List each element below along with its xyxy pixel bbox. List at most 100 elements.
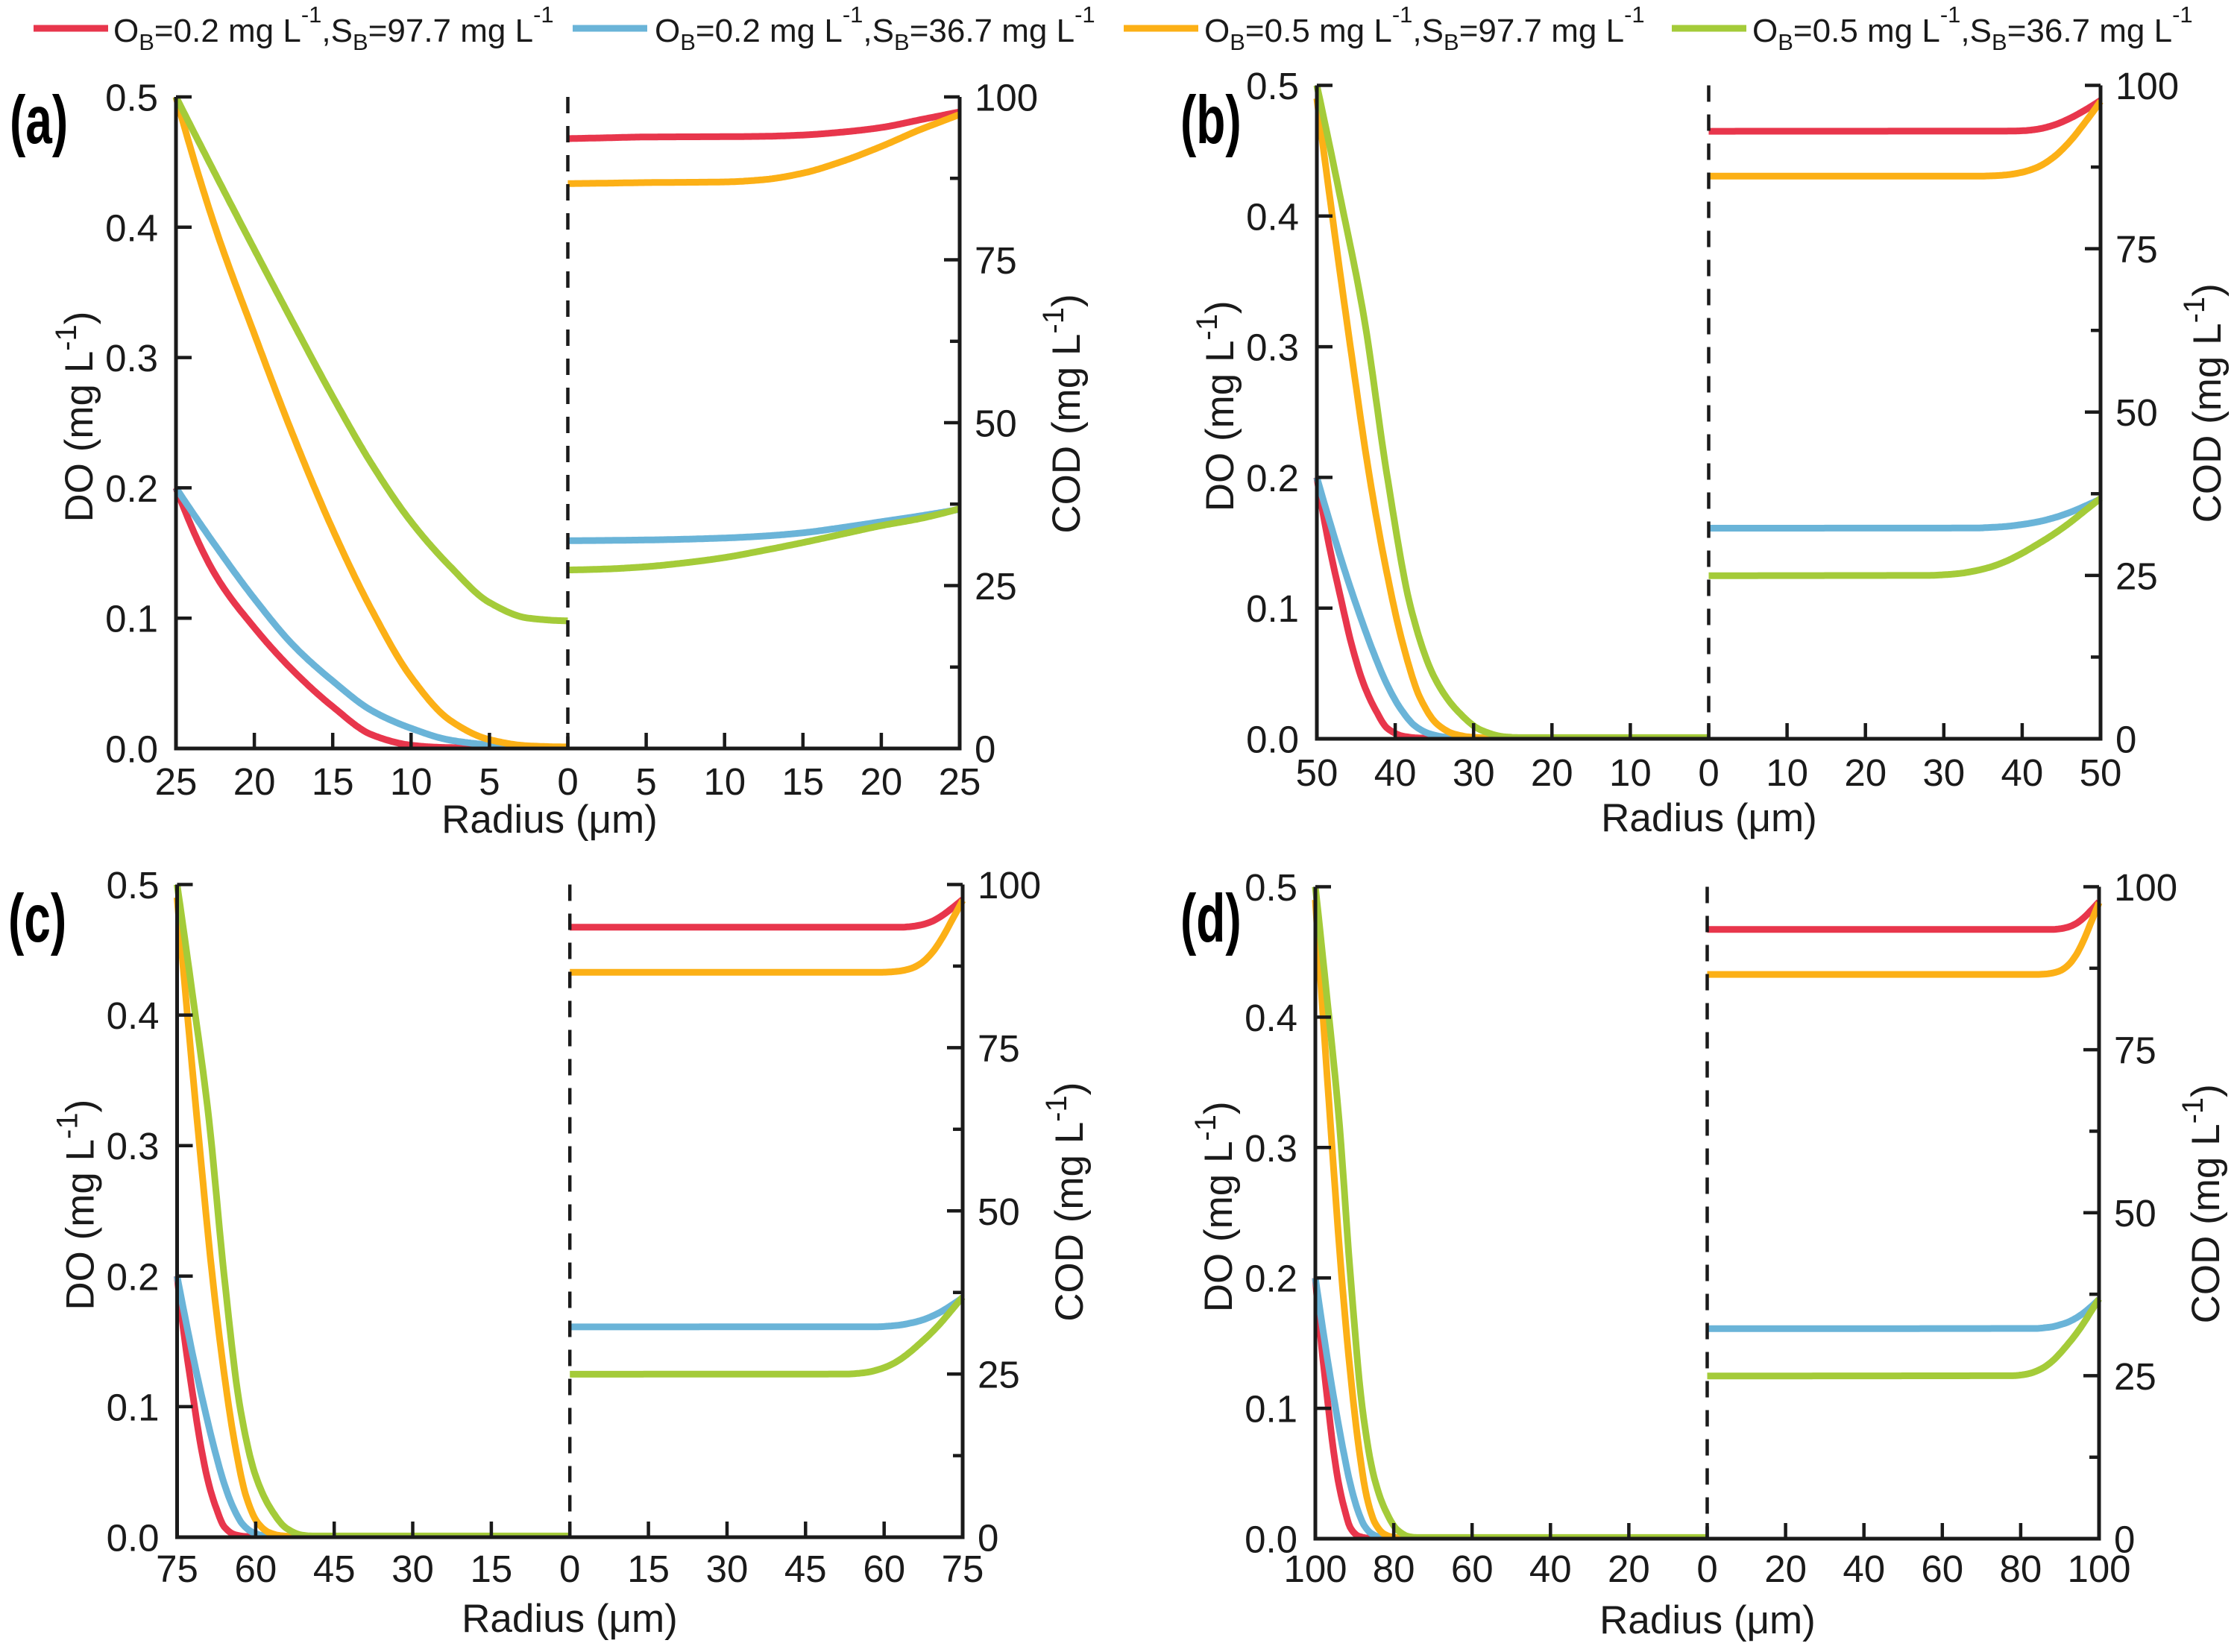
svg-text:25: 25 (939, 760, 981, 803)
svg-text:60: 60 (1921, 1548, 1963, 1590)
svg-text:100: 100 (2115, 65, 2179, 107)
svg-text:25: 25 (978, 1354, 1020, 1396)
svg-text:25: 25 (975, 565, 1017, 608)
svg-text:100: 100 (1283, 1548, 1347, 1590)
svg-text:30: 30 (1922, 751, 1965, 794)
svg-text:100: 100 (2114, 866, 2177, 909)
svg-text:0: 0 (2114, 1519, 2135, 1561)
svg-text:0.0: 0.0 (1246, 719, 1299, 761)
svg-text:Radius (μm): Radius (μm) (441, 798, 658, 842)
svg-text:40: 40 (1374, 751, 1417, 794)
svg-text:15: 15 (627, 1548, 670, 1590)
svg-text:40: 40 (2001, 751, 2044, 794)
svg-text:0.2: 0.2 (105, 467, 158, 510)
svg-text:COD (mg L-1): COD (mg L-1) (2177, 1084, 2228, 1323)
svg-text:0.2: 0.2 (1246, 457, 1299, 499)
svg-text:0.5: 0.5 (105, 77, 158, 119)
svg-text:50: 50 (2114, 1192, 2156, 1235)
svg-text:10: 10 (1609, 751, 1652, 794)
svg-text:40: 40 (1529, 1548, 1572, 1590)
svg-text:(b): (b) (1180, 82, 1242, 158)
svg-text:45: 45 (313, 1548, 356, 1590)
svg-text:75: 75 (978, 1027, 1020, 1070)
svg-text:DO (mg L-1): DO (mg L-1) (51, 1100, 103, 1311)
svg-text:(a): (a) (10, 82, 68, 158)
svg-text:0: 0 (559, 1548, 580, 1590)
svg-text:0.4: 0.4 (105, 206, 158, 249)
svg-text:50: 50 (2115, 391, 2158, 434)
svg-text:60: 60 (863, 1548, 905, 1590)
svg-text:COD (mg L-1): COD (mg L-1) (1040, 1082, 1092, 1322)
svg-text:0.0: 0.0 (105, 728, 158, 771)
svg-text:0: 0 (557, 760, 578, 803)
svg-text:75: 75 (156, 1548, 198, 1590)
svg-text:50: 50 (1296, 751, 1338, 794)
svg-text:40: 40 (1843, 1548, 1885, 1590)
svg-text:COD (mg L-1): COD (mg L-1) (1037, 294, 1089, 533)
svg-text:Radius (μm): Radius (μm) (1599, 1598, 1816, 1642)
svg-text:80: 80 (1373, 1548, 1415, 1590)
svg-text:75: 75 (2114, 1030, 2156, 1072)
svg-text:0: 0 (1696, 1548, 1717, 1590)
svg-text:50: 50 (2080, 751, 2122, 794)
svg-text:0: 0 (978, 1517, 998, 1560)
svg-text:COD (mg L-1): COD (mg L-1) (2178, 283, 2230, 523)
svg-text:0.1: 0.1 (1246, 587, 1299, 630)
svg-text:(d): (d) (1180, 880, 1242, 956)
svg-text:(c): (c) (8, 880, 66, 956)
svg-text:10: 10 (390, 760, 432, 803)
svg-text:0.4: 0.4 (107, 994, 160, 1037)
svg-text:20: 20 (860, 760, 903, 803)
svg-text:20: 20 (1764, 1548, 1807, 1590)
svg-text:25: 25 (2115, 555, 2158, 597)
svg-text:0.1: 0.1 (1245, 1388, 1297, 1431)
svg-text:45: 45 (784, 1548, 827, 1590)
svg-text:0.3: 0.3 (1246, 327, 1299, 369)
svg-text:0.4: 0.4 (1245, 997, 1297, 1039)
svg-text:0.1: 0.1 (105, 598, 158, 640)
svg-text:75: 75 (942, 1548, 984, 1590)
svg-text:10: 10 (703, 760, 746, 803)
svg-text:10: 10 (1766, 751, 1808, 794)
svg-text:0.5: 0.5 (1246, 65, 1299, 107)
svg-text:0.0: 0.0 (107, 1517, 160, 1560)
svg-text:50: 50 (975, 403, 1017, 445)
svg-text:0.3: 0.3 (1245, 1127, 1297, 1170)
svg-text:20: 20 (1531, 751, 1573, 794)
svg-text:20: 20 (1844, 751, 1887, 794)
svg-text:60: 60 (235, 1548, 277, 1590)
svg-text:15: 15 (781, 760, 824, 803)
svg-text:0.5: 0.5 (1245, 866, 1297, 909)
svg-text:30: 30 (706, 1548, 749, 1590)
svg-text:80: 80 (2000, 1548, 2042, 1590)
svg-text:100: 100 (2067, 1548, 2130, 1590)
svg-text:0.3: 0.3 (105, 337, 158, 379)
svg-text:0: 0 (2115, 719, 2136, 761)
svg-text:0.2: 0.2 (1245, 1258, 1297, 1300)
svg-text:25: 25 (2114, 1355, 2156, 1398)
svg-text:75: 75 (975, 239, 1017, 282)
svg-text:0.2: 0.2 (107, 1255, 160, 1298)
svg-text:0: 0 (975, 728, 995, 771)
svg-text:20: 20 (1608, 1548, 1650, 1590)
svg-text:15: 15 (312, 760, 354, 803)
svg-text:20: 20 (233, 760, 276, 803)
svg-text:30: 30 (1453, 751, 1495, 794)
svg-text:25: 25 (155, 760, 198, 803)
svg-text:0.1: 0.1 (107, 1386, 160, 1428)
svg-text:0.3: 0.3 (107, 1125, 160, 1167)
svg-text:Radius (μm): Radius (μm) (1601, 796, 1817, 840)
svg-text:5: 5 (635, 760, 656, 803)
svg-text:0.4: 0.4 (1246, 195, 1299, 238)
svg-text:Radius (μm): Radius (μm) (462, 1597, 678, 1641)
svg-text:15: 15 (471, 1548, 513, 1590)
svg-text:30: 30 (391, 1548, 434, 1590)
svg-text:5: 5 (479, 760, 500, 803)
svg-text:0: 0 (1698, 751, 1719, 794)
svg-text:100: 100 (975, 77, 1038, 119)
svg-text:0.0: 0.0 (1245, 1519, 1297, 1561)
svg-text:75: 75 (2115, 228, 2158, 271)
svg-text:0.5: 0.5 (107, 864, 160, 907)
svg-text:50: 50 (978, 1191, 1020, 1233)
svg-text:100: 100 (978, 864, 1041, 907)
